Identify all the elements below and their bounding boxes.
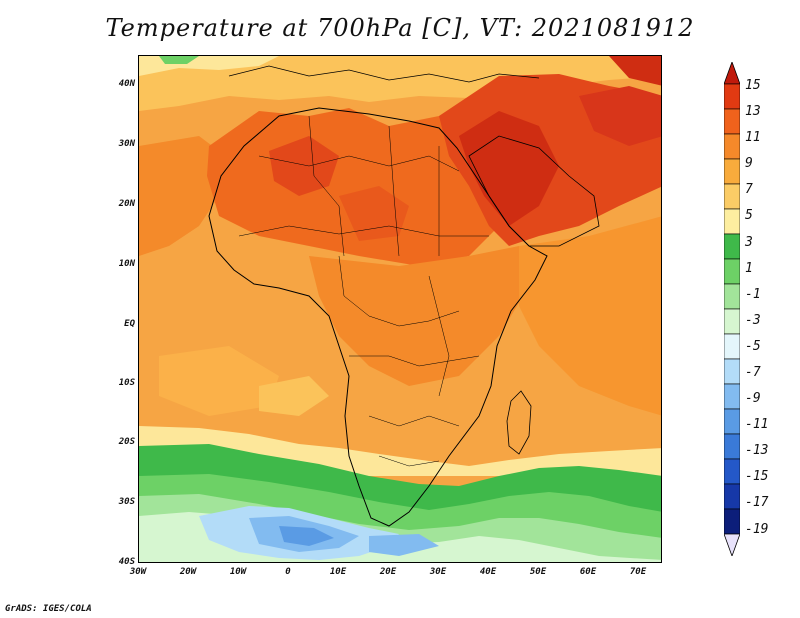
colorbar-label: 9 [745,156,753,171]
colorbar-label: 1 [745,261,753,276]
colorbar-swatch [724,408,740,435]
lat-tick-label: 40N [118,79,135,89]
map-title: Temperature at 700hPa [C], VT: 202108191… [105,14,695,42]
lon-tick-label: 60E [579,567,597,577]
colorbar-label: -5 [745,339,761,354]
colorbar-swatch [724,158,740,185]
lon-tick-label: 10W [229,567,247,577]
colorbar-label: -3 [745,313,761,328]
colorbar-swatch [724,258,740,285]
colorbar-swatch [724,233,740,260]
lon-tick-label: 30W [129,567,147,577]
colorbar-swatch [724,458,740,485]
colorbar-label: 13 [745,104,761,119]
colorbar-bottom-arrow [724,533,740,556]
colorbar-label: -17 [745,495,769,510]
colorbar-swatch [724,83,740,110]
lat-tick-label: 20S [118,437,135,447]
lon-tick-label: 20E [379,567,397,577]
colorbar-swatch [724,108,740,135]
colorbar-swatch [724,358,740,385]
colorbar-label: -11 [745,417,769,432]
lat-tick-label: 30N [118,139,135,149]
map-canvas [139,56,661,562]
temperature-map [138,55,662,563]
lon-tick-label: 0 [285,567,291,577]
colorbar-swatch [724,383,740,410]
lon-tick-label: 30E [429,567,447,577]
lon-tick-label: 10E [329,567,347,577]
colorbar-swatch [724,333,740,360]
colorbar-label: -15 [745,469,769,484]
colorbar-top-arrow [724,62,740,85]
colorbar-label: 5 [745,208,753,223]
lat-tick-label: 20N [118,199,135,209]
colorbar-swatch [724,133,740,160]
colorbar [724,62,740,556]
colorbar-label: 11 [745,130,761,145]
lat-tick-label: EQ [124,319,135,329]
colorbar-label: 15 [745,78,761,93]
colorbar-label: -13 [745,443,769,458]
colorbar-label: 3 [745,235,753,250]
lon-tick-label: 70E [629,567,647,577]
colorbar-swatch [724,183,740,210]
colorbar-swatch [724,283,740,310]
lat-tick-label: 40S [118,557,135,567]
colorbar-swatch [724,308,740,335]
lat-tick-label: 10S [118,378,135,388]
lon-tick-label: 50E [529,567,547,577]
colorbar-label: -19 [745,522,769,537]
lon-tick-label: 40E [479,567,497,577]
colorbar-label: -7 [745,365,761,380]
lat-tick-label: 10N [118,259,135,269]
colorbar-label: -1 [745,287,761,302]
colorbar-swatch [724,208,740,235]
colorbar-label: -9 [745,391,761,406]
colorbar-swatch [724,483,740,510]
lat-tick-label: 30S [118,497,135,507]
colorbar-label: 7 [745,182,753,197]
colorbar-swatch [724,433,740,460]
colorbar-swatch [724,508,740,535]
lon-tick-label: 20W [179,567,197,577]
credit-text: GrADS: IGES/COLA [5,604,92,614]
